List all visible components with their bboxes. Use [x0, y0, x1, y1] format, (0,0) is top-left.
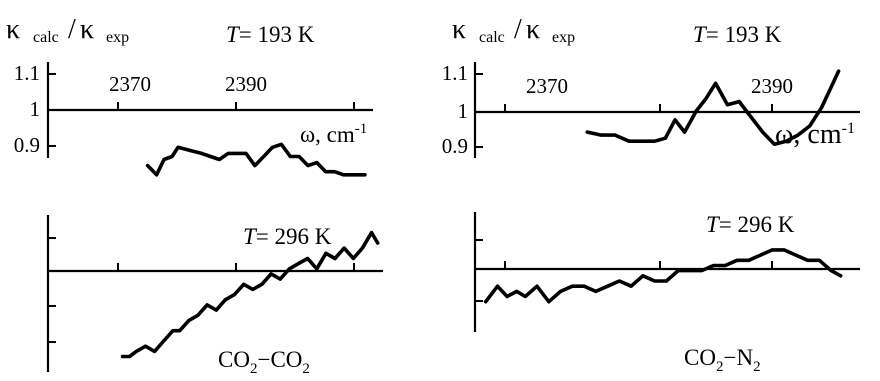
- pair-label-co2-co2: CO2−CO2: [218, 347, 310, 377]
- ylabel-calc-sub: calc: [33, 29, 59, 46]
- xtick-label-2370: 2370: [109, 72, 151, 96]
- xtick-label-2370: 2370: [526, 74, 568, 98]
- pair-label-co2-n2: CO2−N2: [684, 345, 761, 375]
- panel-bottom-left: T= 296 K CO2−CO2: [46, 215, 383, 377]
- ylabel-kappa-exp: κ: [526, 14, 540, 45]
- series-line-t193-co2-co2: [145, 142, 367, 177]
- panel-top-left: κ calc / κ exp T= 193 K 1.1 1 0.9 2370 2…: [6, 14, 373, 177]
- ytick-label-0-9: 0.9: [14, 133, 40, 157]
- ytick-label-1: 1: [458, 99, 469, 123]
- ytick-label-1-1: 1.1: [14, 61, 40, 85]
- xtick-label-2390: 2390: [225, 72, 267, 96]
- panel-top-right: κ calc / κ exp T= 193 K 1.1 1 0.9 2370 2…: [442, 14, 860, 158]
- temperature-label-tl: T= 193 K: [226, 22, 315, 47]
- series-line-t296-co2-co2: [120, 230, 380, 359]
- ytick-label-1: 1: [30, 97, 41, 121]
- ylabel-slash: /: [68, 14, 76, 45]
- ylabel-calc-sub: calc: [479, 29, 505, 46]
- xtick-label-2390: 2390: [751, 74, 793, 98]
- ytick-label-0-9: 0.9: [442, 134, 468, 158]
- ylabel-slash: /: [514, 14, 522, 45]
- series-line-t193-co2-n2: [585, 69, 841, 147]
- ylabel-kappa-exp: κ: [80, 14, 94, 45]
- ylabel-exp-sub: exp: [552, 29, 575, 46]
- temperature-label-br: T= 296 K: [706, 212, 795, 237]
- xlabel-omega-unit: ω, cm-1: [300, 121, 367, 147]
- panel-bottom-right: T= 296 K CO2−N2: [473, 212, 860, 375]
- temperature-label-tr: T= 193 K: [693, 22, 782, 47]
- series-line-t296-co2-n2: [483, 248, 843, 304]
- ylabel-kappa-calc: κ: [452, 14, 466, 45]
- xlabel-omega-unit: ω, cm-1: [775, 119, 855, 150]
- ylabel-kappa-calc: κ: [6, 14, 20, 45]
- temperature-label-bl: T= 296 K: [243, 224, 332, 249]
- ytick-label-1-1: 1.1: [442, 61, 468, 85]
- ylabel-exp-sub: exp: [106, 29, 129, 46]
